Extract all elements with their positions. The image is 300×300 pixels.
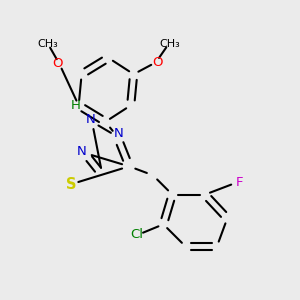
- Text: O: O: [152, 56, 163, 69]
- Text: H: H: [71, 99, 81, 112]
- Text: CH₃: CH₃: [159, 40, 180, 50]
- Text: CH₃: CH₃: [37, 40, 58, 50]
- Text: N: N: [114, 127, 124, 140]
- Text: S: S: [66, 177, 76, 192]
- Text: O: O: [52, 57, 63, 70]
- Text: F: F: [236, 176, 244, 189]
- Text: N: N: [77, 145, 86, 158]
- Text: Cl: Cl: [130, 228, 143, 241]
- Text: N: N: [86, 113, 95, 126]
